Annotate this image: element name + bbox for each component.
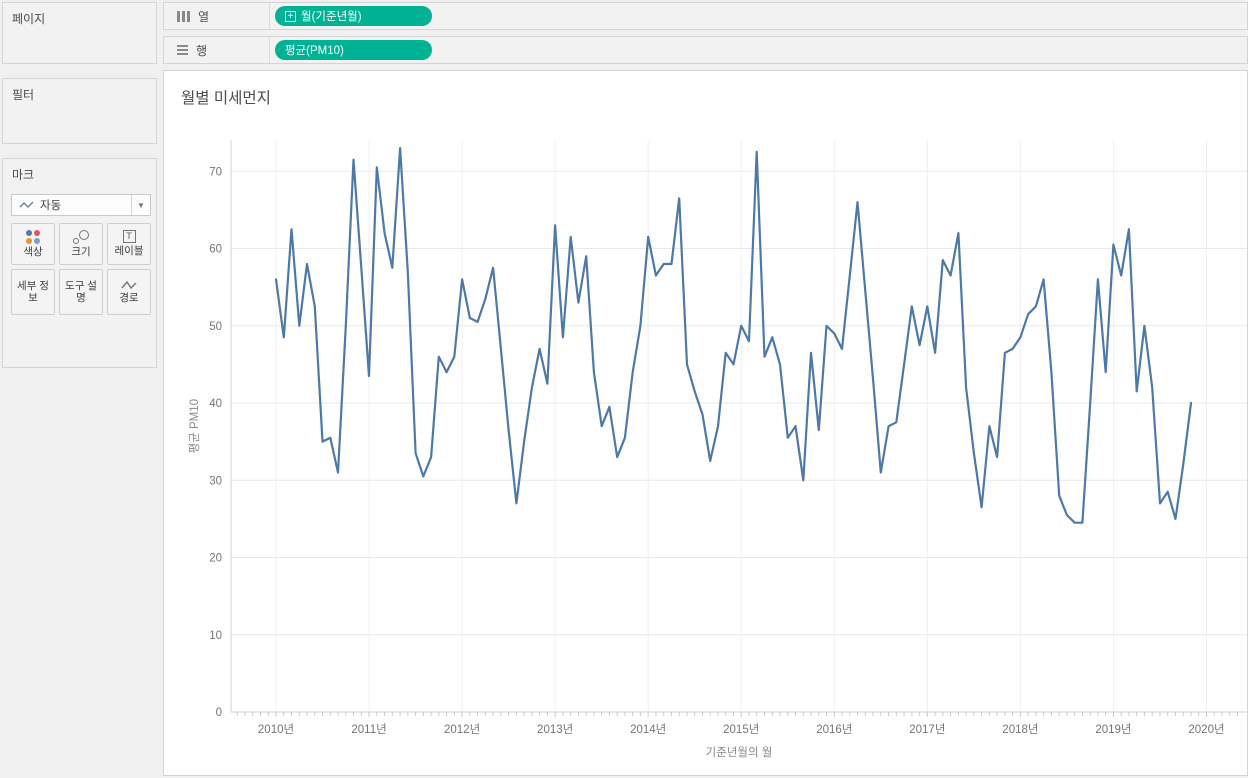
pages-shelf[interactable]: 페이지: [2, 2, 157, 64]
marks-card-label: 마크: [12, 168, 35, 182]
rows-pill-avg-pm10[interactable]: 평균(PM10): [275, 40, 432, 60]
rows-icon: [177, 45, 188, 55]
y-tick-label: 30: [209, 475, 222, 487]
x-axis-title: 기준년월의 월: [706, 746, 773, 759]
chevron-down-icon[interactable]: ▼: [131, 195, 150, 215]
size-button-label: 크기: [71, 245, 91, 258]
x-tick-label: 2015년: [723, 723, 759, 736]
rows-shelf-label: 행: [196, 43, 208, 58]
y-axis-title: 평균 PM10: [188, 399, 201, 453]
label-button-label: 레이블: [114, 245, 144, 258]
chart-title: 월별 미세먼지: [181, 90, 271, 107]
columns-shelf[interactable]: 열 + 월(기준년월): [163, 2, 1248, 30]
tooltip-button-label: 도구 설명: [65, 279, 97, 304]
filters-shelf[interactable]: 필터: [2, 78, 157, 144]
tooltip-button[interactable]: 도구 설명: [59, 269, 103, 315]
x-tick-label: 2012년: [444, 723, 480, 736]
size-circles-icon: [73, 229, 89, 244]
x-tick-label: 2020년: [1188, 723, 1224, 736]
color-button-label: 색상: [23, 245, 43, 258]
rows-shelf[interactable]: 행 평균(PM10): [163, 36, 1248, 64]
x-tick-label: 2011년: [351, 723, 386, 736]
pages-shelf-label: 페이지: [12, 12, 46, 26]
y-tick-label: 10: [209, 630, 222, 642]
y-tick-label: 70: [209, 166, 222, 178]
filters-shelf-label: 필터: [12, 88, 35, 102]
mark-type-value: 자동: [40, 200, 62, 212]
columns-pill-label: 월(기준년월): [301, 11, 362, 23]
y-tick-label: 40: [209, 398, 222, 410]
label-button[interactable]: T 레이블: [107, 223, 151, 265]
columns-shelf-label: 열: [198, 9, 210, 24]
line-mark-icon: [19, 201, 34, 208]
columns-icon: [177, 10, 190, 22]
color-dots-icon: [26, 229, 40, 244]
label-t-icon: T: [122, 230, 136, 244]
line-chart[interactable]: 0 10 20 30 40 50 60 70 2010년 2011년 2012년 2013년 2014년…: [164, 71, 1247, 775]
x-tick-label: 2013년: [537, 723, 573, 736]
columns-pill-month[interactable]: + 월(기준년월): [275, 6, 432, 26]
color-button[interactable]: 색상: [11, 223, 55, 265]
x-tick-label: 2018년: [1002, 723, 1038, 736]
x-tick-label: 2019년: [1095, 723, 1131, 736]
y-tick-label: 50: [209, 321, 222, 333]
pm10-line[interactable]: [274, 146, 1193, 524]
path-zigzag-icon: [121, 280, 137, 290]
x-tick-label: 2017년: [909, 723, 945, 736]
y-tick-label: 0: [216, 707, 222, 719]
worksheet-view: 월별 미세먼지 0 10 20 30 40 50 60 70 2010년 2011년 2012년 20…: [163, 70, 1248, 776]
detail-button[interactable]: 세부 정보: [11, 269, 55, 315]
x-tick-label: 2014년: [630, 723, 666, 736]
marks-card: 마크 자동 ▼ 색상 크기 T 레이블 세부 정보 도구: [2, 158, 157, 368]
y-tick-label: 60: [209, 244, 222, 256]
rows-pill-label: 평균(PM10): [285, 45, 344, 57]
mark-type-dropdown[interactable]: 자동 ▼: [11, 194, 151, 216]
y-tick-label: 20: [209, 553, 222, 565]
x-tick-label: 2016년: [816, 723, 852, 736]
size-button[interactable]: 크기: [59, 223, 103, 265]
detail-button-label: 세부 정보: [17, 279, 49, 304]
x-tick-label: 2010년: [258, 723, 294, 736]
path-button-label: 경로: [119, 291, 139, 304]
path-button[interactable]: 경로: [107, 269, 151, 315]
plus-box-icon[interactable]: +: [285, 10, 296, 22]
